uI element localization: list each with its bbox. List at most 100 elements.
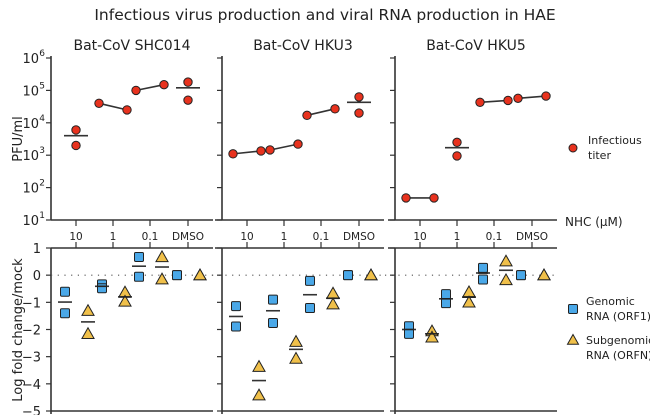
bottom-panel (212, 242, 384, 414)
panel-title: Bat-CoV HKU5 (426, 38, 526, 54)
legend-label: Genomic (586, 295, 635, 308)
bottom-panels: 1 0 −1 −2 −3 −4 −5 Log fold change/mock (11, 242, 557, 415)
genomic-rna-point (97, 283, 107, 294)
titer-point (568, 143, 578, 153)
subgenomic-rna-point (537, 268, 551, 281)
legend: Infectious titer Genomic RNA (ORF1) Subgenom… (566, 134, 650, 362)
genomic-rna-point (268, 317, 278, 328)
genomic-rna-point (231, 301, 241, 312)
x-tick-label: DMSO (172, 231, 204, 243)
subgenomic-rna-point (252, 388, 266, 401)
titer-point (513, 93, 523, 104)
titer-point (330, 104, 340, 114)
y-tick-exponent: 1 (39, 211, 45, 221)
titer-point (159, 79, 169, 90)
subgenomic-rna-point (364, 268, 378, 281)
x-tick-label: 10 (413, 231, 426, 243)
titer-point (265, 145, 275, 155)
y-tick-label: −5 (22, 405, 41, 415)
genomic-rna-point (343, 270, 353, 281)
y-tick-label: −4 (22, 378, 41, 393)
genomic-rna-point (172, 270, 182, 281)
y-tick-label: 1 (33, 242, 41, 257)
top-panel: Bat-CoV HKU3 10 1 0.1 DMSO (215, 38, 384, 243)
x-tick-label: 10 (240, 231, 253, 243)
x-tick-label: 1 (110, 231, 117, 243)
titer-point (354, 108, 364, 118)
top-panel: Bat-CoV HKU5 10 1 0.1 DMSO (388, 38, 557, 243)
genomic-rna-point (305, 275, 315, 286)
titer-point (354, 92, 364, 102)
titer-point (256, 146, 266, 156)
titer-point (429, 193, 439, 203)
genomic-rna-point (134, 271, 144, 282)
titer-point (452, 137, 462, 148)
titer-point (131, 85, 141, 96)
subgenomic-rna-point (289, 334, 303, 347)
genomic-rna-point (441, 289, 451, 300)
titer-point (302, 110, 312, 121)
mean-line (98, 102, 128, 111)
y-tick-label: 10 (22, 84, 39, 99)
x-tick-label: DMSO (516, 231, 548, 243)
subgenomic-rna-point (81, 303, 95, 316)
y-tick-label: 10 (22, 214, 39, 229)
y-tick-label: −3 (22, 351, 41, 366)
genomic-rna-point (478, 274, 488, 285)
titer-point (475, 97, 485, 107)
mean-line (269, 143, 299, 151)
x-tick-label: DMSO (343, 231, 375, 243)
subgenomic-rna-point (289, 351, 303, 364)
subgenomic-rna-point (81, 326, 95, 339)
genomic-rna-point (268, 294, 278, 305)
genomic-rna-point (478, 262, 488, 273)
subgenomic-rna-point (118, 294, 132, 307)
y-tick-exponent: 5 (39, 81, 45, 91)
titer-point (183, 77, 193, 87)
subgenomic-rna-point (499, 272, 513, 286)
x-tick-label: 10 (69, 231, 82, 243)
bottom-panel (385, 242, 557, 414)
titer-point (541, 91, 551, 101)
titer-point (122, 105, 132, 115)
y-tick-label: 10 (22, 149, 39, 164)
panel-title: Bat-CoV HKU3 (253, 38, 353, 54)
subgenomic-rna-point (462, 284, 476, 298)
subgenomic-rna-point (252, 359, 266, 372)
genomic-rna-point (231, 321, 241, 332)
titer-point (71, 125, 81, 135)
y-tick-exponent: 4 (39, 114, 45, 124)
subgenomic-rna-point (155, 249, 169, 263)
y-axis-label: Log fold change/mock (11, 258, 26, 402)
titer-point (71, 140, 81, 151)
genomic-rna-point (516, 270, 526, 281)
genomic-rna-point (305, 303, 315, 314)
x-tick-label: 1 (281, 231, 288, 243)
legend-label: titer (588, 149, 611, 162)
x-tick-label: 1 (454, 231, 461, 243)
y-tick-label: 10 (22, 182, 39, 197)
mean-line (135, 83, 165, 92)
x-tick-label: 0.1 (142, 231, 159, 243)
subgenomic-rna-point (326, 286, 340, 299)
titer-point (94, 98, 104, 108)
genomic-rna-point (60, 308, 70, 319)
genomic-rna-point (134, 251, 144, 262)
genomic-rna-point (441, 298, 451, 309)
titer-point (183, 95, 193, 105)
y-tick-label: 10 (22, 52, 39, 67)
subgenomic-rna-point (566, 333, 580, 345)
y-tick-exponent: 2 (39, 179, 45, 189)
genomic-rna-point (568, 304, 578, 314)
bottom-panel: 1 0 −1 −2 −3 −4 −5 (22, 242, 213, 415)
subgenomic-rna-point (462, 295, 476, 308)
x-tick-label: 0.1 (486, 231, 503, 243)
legend-label: RNA (ORFN) (586, 349, 650, 362)
titer-point (401, 193, 411, 203)
y-tick-label: −1 (22, 296, 41, 311)
y-axis-label: PFU/ml (11, 116, 26, 162)
legend-label: RNA (ORF1) (586, 310, 650, 323)
x-tick-label: 0.1 (313, 231, 330, 243)
